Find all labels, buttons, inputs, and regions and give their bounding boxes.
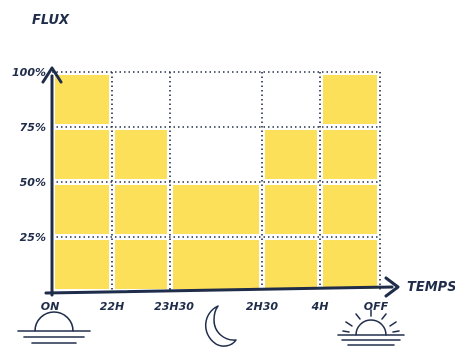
grid-group — [52, 71, 381, 292]
bar-block-col0-row2 — [55, 130, 109, 179]
x-axis-label: TEMPS — [407, 280, 455, 295]
sunrise-icon — [337, 309, 405, 346]
x-tick-label: 22H — [100, 300, 125, 313]
y-tick-labels: 25% 50% 75% 100% — [12, 66, 46, 244]
y-tick-label: 100% — [12, 66, 46, 79]
bar-block-col3-row1 — [265, 185, 317, 234]
bar-block-col1-row2 — [115, 130, 167, 179]
y-tick-label: 75% — [20, 121, 46, 134]
bar-block-col1-row0 — [115, 240, 167, 289]
bar-block-col0-row1 — [55, 185, 109, 234]
x-tick-label: 4H — [311, 300, 329, 313]
bar-block-col2-row0 — [173, 240, 259, 289]
bar-block-col0-row0 — [55, 240, 109, 289]
bar-block-col1-row1 — [115, 185, 167, 234]
bar-block-col3-row0 — [265, 240, 317, 289]
bars-group — [55, 75, 377, 289]
x-tick-label: 23H30 — [154, 300, 194, 313]
bar-block-col3-row2 — [265, 130, 317, 179]
sunset-icon — [17, 311, 91, 344]
bar-block-col4-row0 — [323, 240, 377, 289]
y-axis-label: FLUX — [32, 13, 70, 28]
moon-icon — [205, 305, 237, 347]
bar-block-col4-row2 — [323, 130, 377, 179]
x-tick-label: OFF — [364, 300, 389, 313]
x-axis — [44, 285, 394, 295]
x-tick-label: 2H30 — [246, 300, 279, 313]
bar-block-col4-row3 — [323, 75, 377, 124]
x-tick-labels: ON 22H 23H30 2H30 4H OFF — [41, 300, 389, 313]
bar-block-col0-row3 — [55, 75, 109, 124]
y-tick-label: 50% — [20, 176, 46, 189]
bar-block-col2-row1 — [173, 185, 259, 234]
axes — [41, 66, 400, 298]
x-axis-arrow — [384, 276, 400, 298]
y-tick-label: 25% — [20, 231, 46, 244]
y-axis-arrow — [41, 66, 63, 84]
x-tick-label: ON — [41, 300, 60, 313]
bar-block-col4-row1 — [323, 185, 377, 234]
